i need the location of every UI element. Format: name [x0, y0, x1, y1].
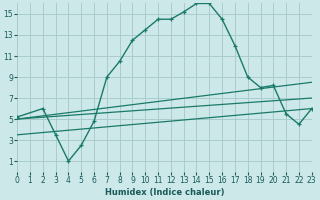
- X-axis label: Humidex (Indice chaleur): Humidex (Indice chaleur): [105, 188, 224, 197]
